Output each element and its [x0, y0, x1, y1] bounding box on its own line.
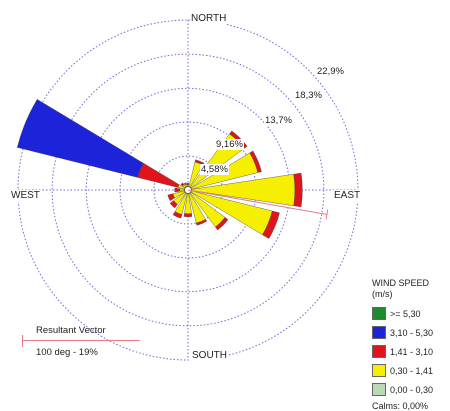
legend-item: 3,10 - 5,30	[372, 324, 450, 343]
legend-item: 0,00 - 0,30	[372, 381, 450, 400]
resultant-title: Resultant Vector	[36, 325, 106, 336]
petal-segment	[196, 219, 208, 226]
resultant-vector	[187, 189, 329, 220]
resultant-key-tick	[22, 335, 23, 347]
petal-segment	[293, 172, 303, 208]
petal-segment	[17, 99, 144, 178]
ring-label-5: 22,9%	[316, 66, 345, 77]
legend-unit: (m/s)	[372, 289, 393, 299]
legend-label: >= 5,30	[390, 309, 421, 319]
direction-label-north: NORTH	[190, 13, 228, 25]
axis-lines	[18, 20, 358, 360]
legend-swatch	[372, 383, 386, 396]
ring-label-1: 4,58%	[200, 164, 229, 175]
petal-segment	[194, 159, 205, 166]
legend-item: 1,41 - 3,10	[372, 343, 450, 362]
legend-title: WIND SPEED	[372, 278, 430, 288]
legend-label: 1,41 - 3,10	[390, 347, 434, 357]
resultant-value: 100 deg - 19%	[36, 347, 98, 358]
direction-label-west: WEST	[10, 190, 41, 202]
petal-segment	[183, 182, 187, 186]
petal-segment	[169, 200, 178, 209]
petal-segment	[249, 150, 262, 173]
legend-swatch	[372, 307, 386, 320]
petal-segment	[183, 213, 193, 217]
legend-swatch	[372, 364, 386, 377]
legend-item: >= 5,30	[372, 305, 450, 324]
petal-segment	[167, 193, 175, 201]
resultant-key-line	[22, 340, 140, 341]
legend-swatch	[372, 345, 386, 358]
petal-segment	[172, 211, 183, 219]
legend: WIND SPEED (m/s) >= 5,30 3,10 - 5,30 1,4…	[372, 278, 450, 411]
petal-segment	[186, 183, 190, 186]
petal-segment	[137, 162, 180, 188]
legend-label: 3,10 - 5,30	[390, 328, 434, 338]
petal-segment	[262, 210, 280, 239]
petal-segment	[180, 182, 185, 187]
direction-label-east: EAST	[333, 190, 362, 202]
resultant-vector-tick	[325, 209, 329, 220]
legend-label: 0,00 - 0,30	[390, 385, 434, 395]
ring-label-4: 18,3%	[294, 90, 323, 101]
resultant-vector-key: Resultant Vector 100 deg - 19%	[22, 325, 162, 365]
ring-label-2: 9,16%	[215, 139, 244, 150]
direction-label-south: SOUTH	[191, 350, 228, 362]
petal-segment	[215, 217, 229, 231]
ring-label-3: 13,7%	[264, 115, 293, 126]
calms-label: Calms: 0,00%	[372, 401, 429, 411]
legend-label: 0,30 - 1,41	[390, 366, 434, 376]
petals	[17, 99, 303, 239]
legend-swatch	[372, 326, 386, 339]
legend-item: 0,30 - 1,41	[372, 362, 450, 381]
resultant-vector-line	[187, 189, 327, 215]
petal-segment	[174, 187, 181, 193]
